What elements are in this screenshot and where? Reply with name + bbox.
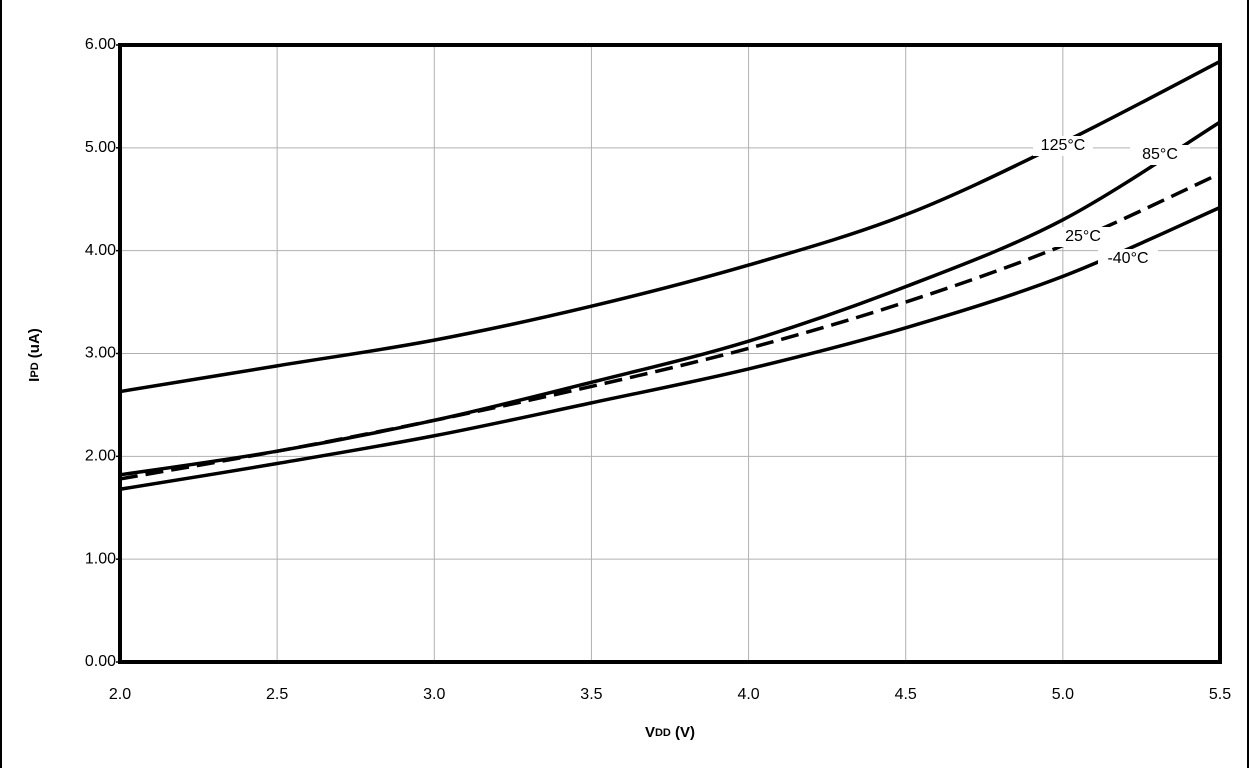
y-tick-label: 1.00: [85, 550, 116, 567]
series-label-bg: [1098, 249, 1158, 269]
y-label-sub: PD: [29, 362, 41, 377]
y-tick-label: 2.00: [85, 448, 116, 465]
plot-border: [118, 43, 1222, 664]
y-label-unit: (uA): [26, 328, 43, 358]
y-axis-label: IPD (uA): [26, 328, 43, 382]
x-label-unit: (V): [675, 724, 695, 741]
series-line: [119, 205, 1221, 491]
y-tick-label: 5.00: [85, 139, 116, 156]
series-line: [119, 120, 1221, 477]
series-label-bg: [1130, 145, 1190, 165]
x-axis-label: VDD (V): [645, 724, 695, 741]
x-label-main: V: [645, 724, 655, 741]
x-tick-label: 4.5: [895, 686, 917, 703]
x-tick-label: 3.0: [423, 686, 445, 703]
series-label: 125°C: [1041, 137, 1086, 154]
y-tick-label: 4.00: [85, 242, 116, 259]
x-tick-label: 2.0: [109, 686, 131, 703]
series-label-bg: [1053, 227, 1113, 247]
y-tick-label: 0.00: [85, 653, 116, 670]
series-label: 85°C: [1142, 146, 1178, 163]
series-line: [119, 59, 1221, 394]
x-tick-label: 3.5: [580, 686, 602, 703]
series-label: 25°C: [1065, 228, 1101, 245]
x-label-sub: DD: [655, 727, 671, 739]
x-tick-label: 5.0: [1052, 686, 1074, 703]
lines: [119, 59, 1221, 491]
series-label-bg: [1033, 136, 1093, 156]
x-tick-label: 5.5: [1209, 686, 1231, 703]
y-tick-label: 6.00: [85, 36, 116, 53]
series-label: -40°C: [1107, 250, 1148, 267]
x-tick-label: 4.0: [737, 686, 759, 703]
y-tick-label: 3.00: [85, 345, 116, 362]
x-tick-label: 2.5: [266, 686, 288, 703]
series-line: [119, 171, 1221, 481]
y-label-main: I: [26, 378, 43, 382]
labels: 0.00 1.00 2.00 3.00 4.00 5.00 6.00 2.0 2.5 3.0 3.5…: [85, 36, 1231, 703]
